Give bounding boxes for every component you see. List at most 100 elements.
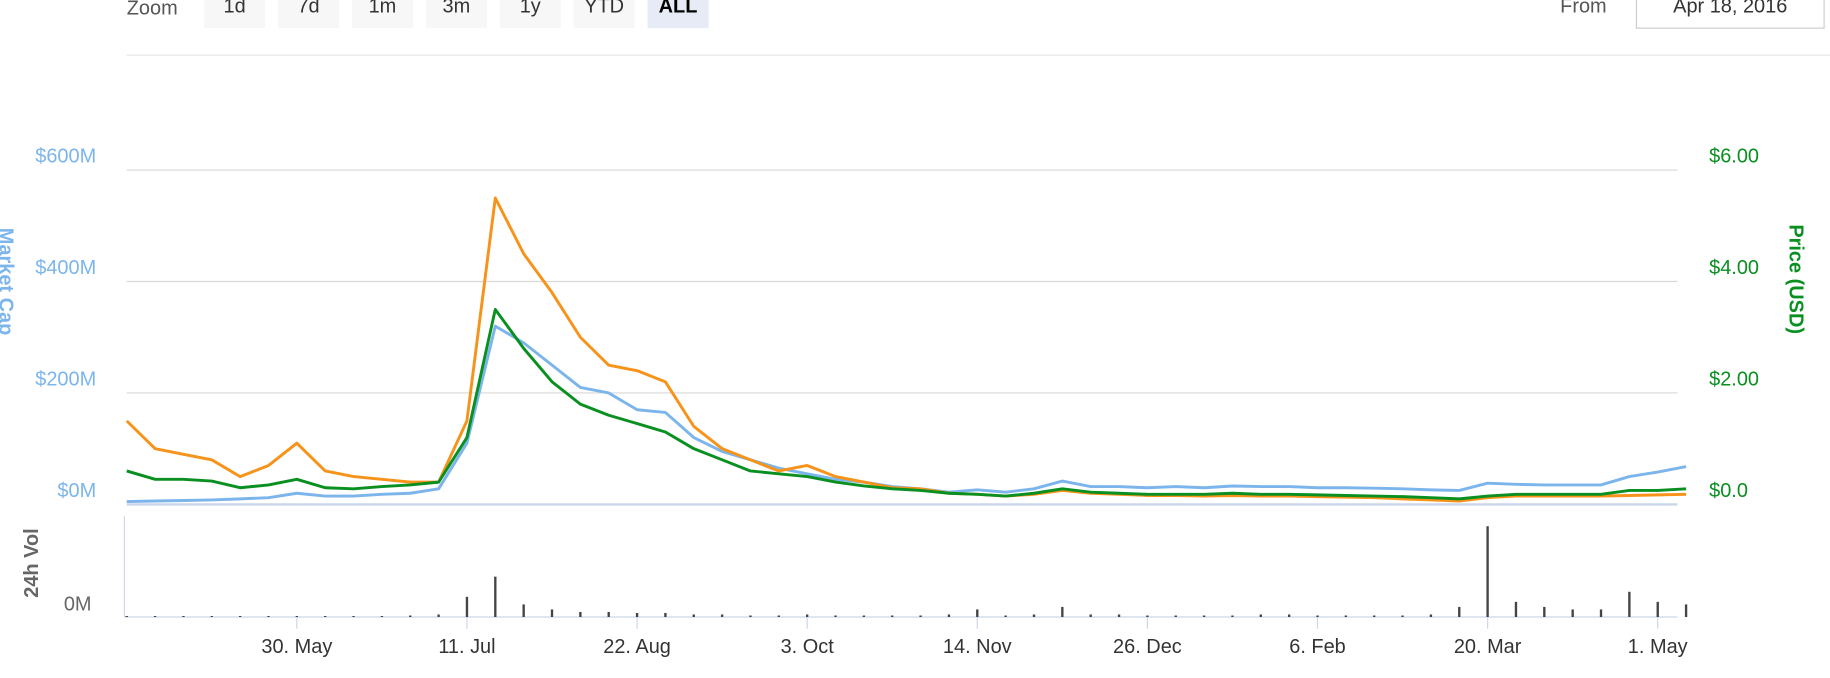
volume-bar [635,612,639,618]
volume-bar [919,615,922,618]
volume-bar [125,615,128,618]
volume-bar [947,614,951,618]
volume-bar [1514,601,1518,618]
volume-bar [267,615,270,618]
volume-bar [153,615,157,618]
x-tick-label: 22. Aug [603,636,671,658]
x-tick-label: 11. Jul [438,636,495,658]
volume-bar [1004,615,1007,618]
volume-bar [1429,614,1433,618]
x-tick-label: 20. Mar [1454,636,1522,658]
volume-bar [664,612,667,618]
volume-tick-label: 0M [64,594,92,616]
from-label: From [1560,0,1607,17]
y2-axis-title: Price (USD) [1784,224,1806,334]
zoom-button-label[interactable]: 1d [224,0,246,17]
y2-tick-label: $4.00 [1709,257,1759,279]
zoom-button-label[interactable]: ALL [659,0,698,17]
volume-bar [1684,604,1688,618]
volume-bar [182,615,185,618]
volume-bar [1373,615,1376,618]
volume-bar [1316,615,1319,618]
volume-bar [1458,606,1461,618]
volume-bar [352,615,355,618]
volume-bar [720,614,724,618]
volume-bar [749,615,752,618]
series-line [126,307,1687,501]
volume-bar [1117,614,1121,618]
zoom-button[interactable] [425,0,487,29]
volume-bar [834,615,837,618]
zoom-button[interactable] [204,0,266,29]
zoom-button[interactable] [573,0,635,29]
volume-bar [692,614,695,618]
volume-bar [550,609,554,618]
volume-bar [1599,609,1603,618]
volume-bar [494,576,497,618]
volume-bar [1287,614,1291,618]
from-input[interactable] [1635,0,1825,29]
y-axis-title: Market Cap [0,228,16,335]
x-tick-label: 14. Nov [943,636,1012,658]
volume-bar [522,604,525,618]
y-tick-label: $400M [35,257,96,279]
zoom-button-label[interactable]: 1m [369,0,397,17]
y2-tick-label: $6.00 [1709,145,1759,167]
volume-bar [295,615,299,618]
zoom-button-label[interactable]: 7d [297,0,319,17]
volume-bar [1401,615,1404,618]
volume-bar [806,614,809,618]
volume-bar [1089,614,1092,618]
volume-bar [1259,614,1262,618]
volume-bar [465,596,469,618]
volume-bar [437,614,440,618]
volume-bar [1628,591,1631,618]
y2-tick-label: $2.00 [1709,368,1759,390]
y-tick-label: $600M [35,145,96,167]
volume-bar [976,609,979,618]
volume-bar [777,615,780,618]
volume-bar [1174,615,1177,618]
volume-bar [409,615,412,618]
volume-bar [1032,614,1036,618]
zoom-button[interactable] [278,0,340,29]
volume-bar [1571,609,1574,618]
volume-bar [1486,526,1489,618]
volume-bar [607,611,610,618]
x-tick-label: 1. May [1628,636,1688,658]
volume-bar [1543,606,1546,618]
volume-bar [1344,615,1348,618]
y-tick-label: $0M [57,480,96,502]
volume-bar [1202,615,1206,618]
x-tick-label: 30. May [261,636,332,658]
y-tick-label: $200M [35,368,96,390]
series-line [126,324,1687,504]
volume-bar [324,615,327,618]
x-tick-label: 3. Oct [781,636,835,658]
volume-bar [579,611,582,618]
x-tick-label: 6. Feb [1289,636,1346,658]
zoom-button-label[interactable]: 3m [443,0,471,17]
zoom-button[interactable] [647,0,709,29]
volume-bar [380,615,384,618]
x-tick-label: 26. Dec [1113,636,1182,658]
volume-bar [1061,606,1064,618]
zoom-button-label[interactable]: 1y [520,0,541,17]
volume-axis-title: 24h Vol [21,528,43,597]
volume-bar [238,615,242,618]
volume-bar [1146,615,1149,618]
volume-bar [1231,615,1234,618]
volume-bar [891,615,894,618]
from-value[interactable]: Apr 18, 2016 [1673,0,1787,17]
volume-bar [1656,601,1659,618]
zoom-button[interactable] [351,0,413,29]
zoom-label: Zoom [127,0,178,20]
volume-bar [862,615,866,618]
series-line [125,196,1687,503]
volume-bar [210,615,213,618]
zoom-button[interactable] [499,0,561,29]
y2-tick-label: $0.0 [1709,480,1748,502]
zoom-button-label[interactable]: YTD [584,0,624,17]
